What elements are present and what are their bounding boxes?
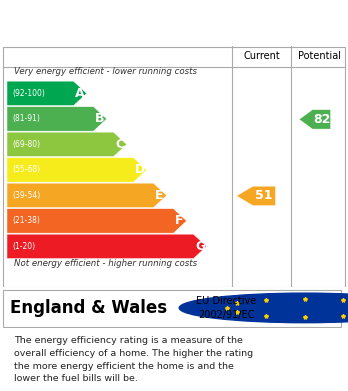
Text: F: F	[175, 214, 184, 228]
Polygon shape	[7, 132, 127, 157]
Text: (39-54): (39-54)	[12, 191, 40, 200]
Text: (21-38): (21-38)	[12, 216, 40, 225]
Text: (81-91): (81-91)	[12, 115, 40, 124]
Polygon shape	[7, 81, 87, 106]
Text: (1-20): (1-20)	[12, 242, 35, 251]
Polygon shape	[7, 234, 207, 259]
Text: Not energy efficient - higher running costs: Not energy efficient - higher running co…	[14, 259, 197, 268]
Text: (55-68): (55-68)	[12, 165, 40, 174]
Text: Energy Efficiency Rating: Energy Efficiency Rating	[14, 16, 235, 30]
Text: England & Wales: England & Wales	[10, 299, 168, 317]
Text: Potential: Potential	[298, 51, 341, 61]
Text: D: D	[135, 163, 145, 176]
Text: (69-80): (69-80)	[12, 140, 40, 149]
Text: Current: Current	[243, 51, 280, 61]
Text: EU Directive
2002/91/EC: EU Directive 2002/91/EC	[196, 296, 256, 319]
Text: G: G	[195, 240, 205, 253]
Text: E: E	[155, 189, 164, 202]
Circle shape	[179, 293, 348, 323]
Polygon shape	[7, 209, 187, 233]
Polygon shape	[7, 107, 107, 131]
Text: B: B	[95, 112, 105, 126]
Text: Very energy efficient - lower running costs: Very energy efficient - lower running co…	[14, 67, 197, 76]
Polygon shape	[7, 158, 147, 182]
Text: 51: 51	[255, 189, 273, 203]
Text: C: C	[115, 138, 124, 151]
Polygon shape	[299, 110, 331, 129]
Polygon shape	[237, 186, 276, 206]
Text: (92-100): (92-100)	[12, 89, 45, 98]
Text: 82: 82	[313, 113, 330, 126]
Polygon shape	[7, 183, 167, 208]
Text: The energy efficiency rating is a measure of the
overall efficiency of a home. T: The energy efficiency rating is a measur…	[14, 336, 253, 384]
Text: A: A	[75, 87, 85, 100]
